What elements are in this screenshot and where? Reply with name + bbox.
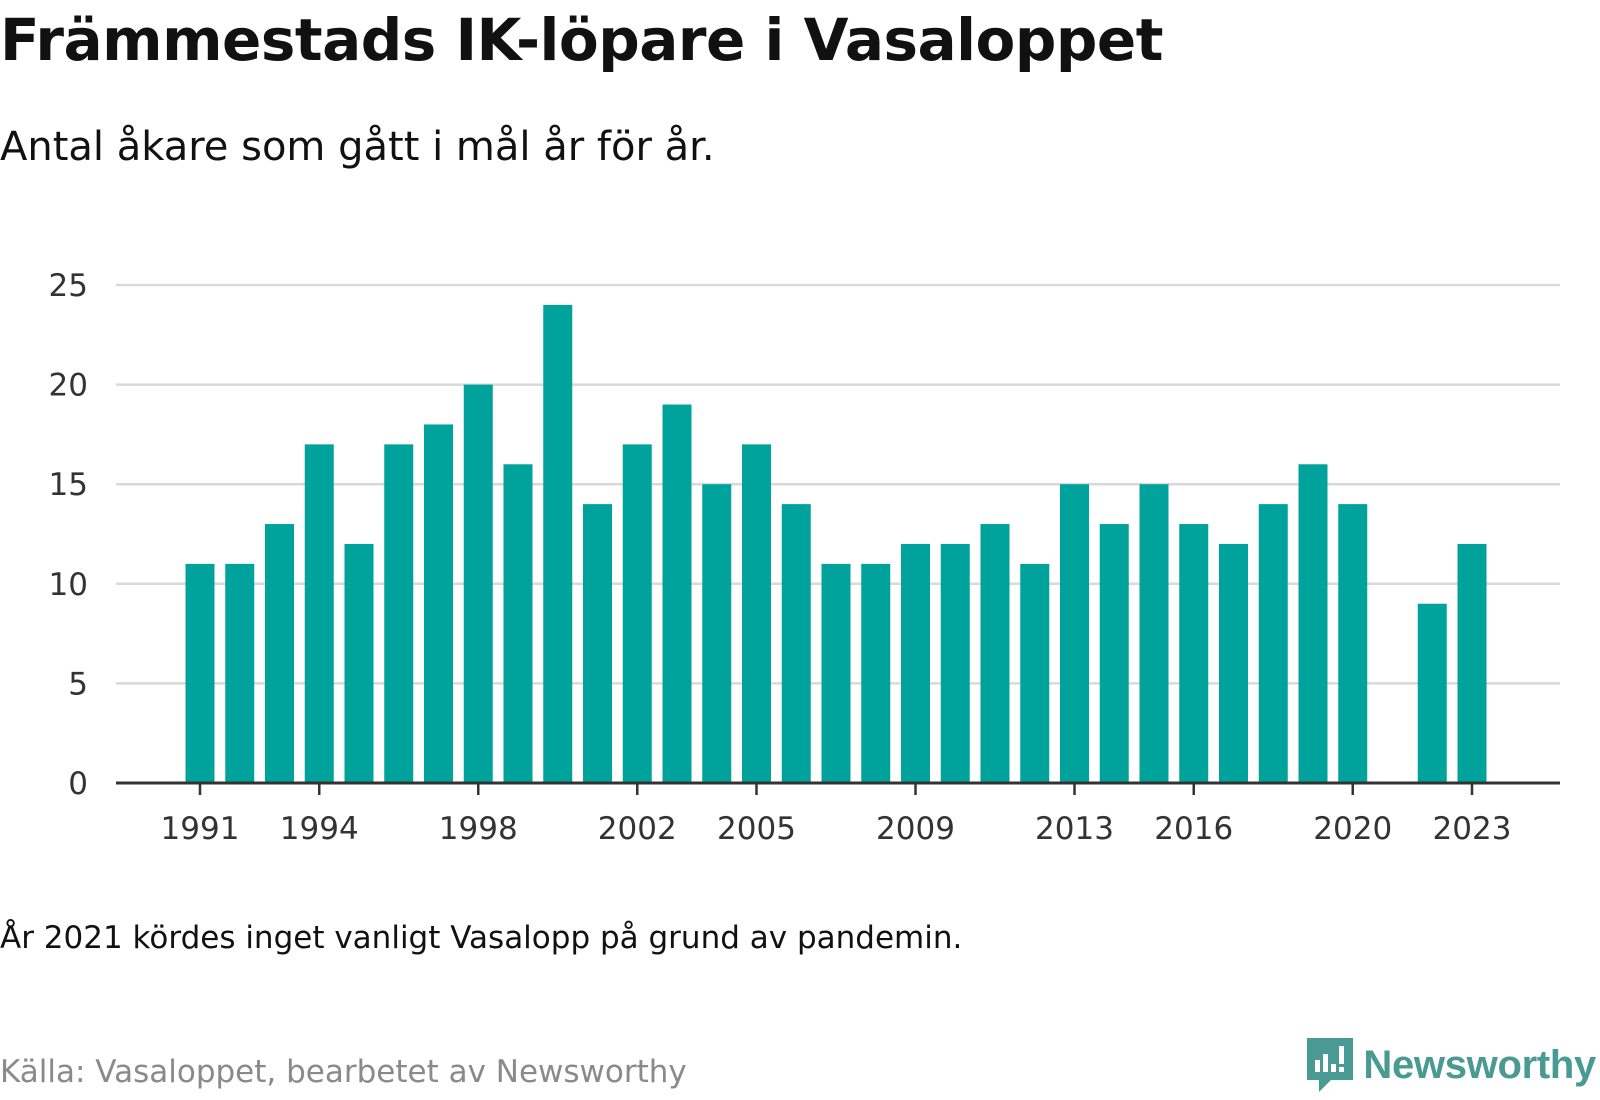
bar-2011 <box>980 524 1010 783</box>
bar-2022 <box>1417 603 1447 783</box>
y-tick-label: 5 <box>68 666 88 702</box>
bar-1997 <box>424 424 453 783</box>
bar-1999 <box>503 464 533 783</box>
bar-2008 <box>861 563 891 783</box>
bar-2000 <box>543 304 573 783</box>
bar-2017 <box>1219 543 1248 783</box>
footnote: År 2021 kördes inget vanligt Vasalopp på… <box>0 920 963 956</box>
bar-1994 <box>304 444 334 783</box>
bar-2007 <box>821 563 851 783</box>
x-tick-label: 2020 <box>1313 811 1392 847</box>
chart-subtitle: Antal åkare som gått i mål år för år. <box>0 124 715 170</box>
brand-name: Newsworthy <box>1363 1042 1596 1087</box>
bar-2020 <box>1338 504 1368 783</box>
bar-1993 <box>265 524 294 783</box>
bar-2010 <box>940 543 970 783</box>
bar-1992 <box>225 563 255 783</box>
y-axis-tick-labels: 0 5 10 15 20 25 <box>49 268 88 802</box>
x-axis <box>116 781 1560 795</box>
y-tick-label: 15 <box>49 467 88 503</box>
bar-2003 <box>662 404 692 783</box>
source-text: Källa: Vasaloppet, bearbetet av Newswort… <box>0 1054 687 1090</box>
y-tick-label: 25 <box>49 268 88 304</box>
bar-2019 <box>1298 464 1328 783</box>
chart-title: Främmestads IK-löpare i Vasaloppet <box>0 6 1163 74</box>
x-tick-label: 2005 <box>717 811 796 847</box>
x-tick-label: 2016 <box>1154 811 1233 847</box>
x-tick-label: 2009 <box>876 811 955 847</box>
bar-2016 <box>1179 524 1209 783</box>
bar-1991 <box>185 563 215 783</box>
brand-logo: Newsworthy <box>1305 1036 1596 1094</box>
bars <box>185 304 1487 783</box>
y-tick-label: 20 <box>49 368 88 404</box>
bar-chart: 0 5 10 15 20 25 1991 1994 1998 2002 2005 2009 2013 2… <box>49 268 1560 847</box>
bar-2004 <box>702 484 732 783</box>
bar-2002 <box>622 444 652 783</box>
x-tick-label: 2002 <box>598 811 677 847</box>
bar-2015 <box>1139 484 1169 783</box>
bar-2001 <box>583 504 612 783</box>
bar-2013 <box>1060 484 1089 783</box>
y-tick-label: 10 <box>49 567 88 603</box>
bar-2009 <box>901 543 930 783</box>
x-tick-label: 1991 <box>161 811 240 847</box>
bar-2012 <box>1020 563 1050 783</box>
x-axis-tick-labels: 1991 1994 1998 2002 2005 2009 2013 2016 2020 2023 <box>161 811 1512 847</box>
newsworthy-logo-icon <box>1307 1038 1354 1092</box>
y-tick-label: 0 <box>68 766 88 802</box>
bar-1996 <box>384 444 414 783</box>
bar-2023 <box>1457 543 1487 783</box>
x-tick-label: 1998 <box>439 811 518 847</box>
x-tick-label: 2023 <box>1433 811 1512 847</box>
bar-2018 <box>1258 504 1288 783</box>
bar-1995 <box>344 543 374 783</box>
bar-2005 <box>742 444 771 783</box>
bar-2014 <box>1099 524 1129 783</box>
x-tick-label: 1994 <box>280 811 359 847</box>
bar-1998 <box>463 384 493 783</box>
x-tick-label: 2013 <box>1035 811 1114 847</box>
bar-2006 <box>781 504 811 783</box>
